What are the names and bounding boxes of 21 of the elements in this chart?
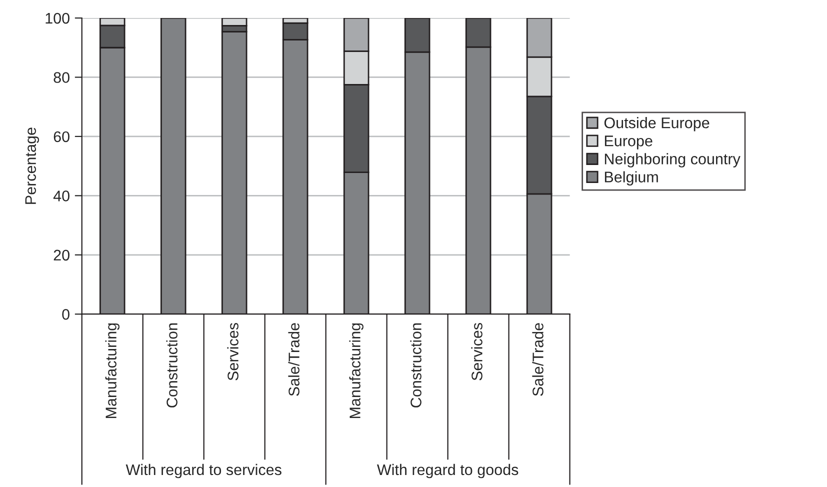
- text: With regard to goods: [376, 464, 518, 478]
- y-axis-title: Percentage: [25, 128, 40, 204]
- x-tick-label: Services: [227, 323, 238, 380]
- y-tick-label: 80: [54, 72, 70, 83]
- x-tick-label: Manufacturing: [349, 323, 364, 418]
- legend-label: Outside Europe: [604, 117, 710, 132]
- legend-label: Belgium: [604, 171, 658, 186]
- x-tick-label: Construction: [166, 323, 178, 408]
- x-tick-label: Services: [471, 323, 482, 380]
- y-tick-label: 100: [46, 12, 70, 24]
- y-tick-label: 60: [54, 131, 70, 142]
- x-tick-label: Manufacturing: [105, 323, 120, 418]
- x-tick-label: Construction: [410, 323, 422, 408]
- y-tick-label: 0: [62, 308, 70, 320]
- text: With regard to services: [126, 464, 282, 478]
- x-tick-label: Sale/Trade: [288, 323, 300, 396]
- y-tick-label: 20: [54, 250, 70, 261]
- legend-label: Europe: [604, 136, 652, 150]
- x-tick-label: Sale/Trade: [532, 323, 544, 396]
- legend-label: Neighboring country: [604, 153, 740, 168]
- y-tick-label: 40: [53, 190, 70, 202]
